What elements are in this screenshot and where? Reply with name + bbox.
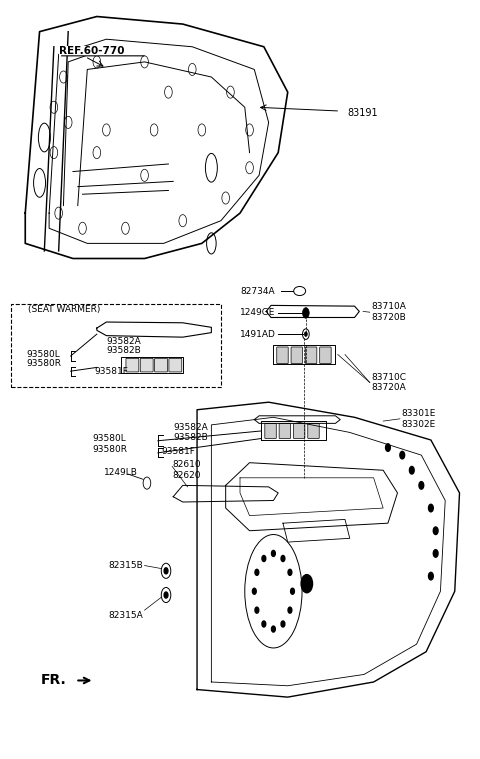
Circle shape — [433, 527, 438, 534]
FancyBboxPatch shape — [155, 358, 168, 372]
Circle shape — [281, 621, 285, 627]
Circle shape — [400, 452, 405, 459]
FancyBboxPatch shape — [291, 347, 302, 364]
Circle shape — [429, 504, 433, 512]
Circle shape — [262, 556, 266, 562]
Text: 83720B: 83720B — [371, 313, 406, 322]
Circle shape — [164, 592, 168, 598]
Text: 93582B: 93582B — [173, 433, 208, 442]
Circle shape — [304, 332, 307, 336]
Circle shape — [164, 568, 168, 574]
Text: 93580L: 93580L — [92, 434, 126, 443]
Text: 93581F: 93581F — [161, 447, 195, 456]
FancyBboxPatch shape — [279, 424, 290, 439]
Text: FR.: FR. — [40, 673, 66, 688]
Circle shape — [281, 556, 285, 562]
Text: 83710C: 83710C — [371, 373, 406, 382]
Circle shape — [433, 550, 438, 557]
Text: 93582A: 93582A — [173, 423, 208, 432]
Circle shape — [255, 569, 259, 575]
Text: 83191: 83191 — [348, 109, 378, 118]
Circle shape — [288, 607, 292, 613]
Text: 82620: 82620 — [172, 471, 201, 480]
Text: 82610: 82610 — [172, 461, 201, 470]
Text: 93580R: 93580R — [26, 359, 61, 368]
Text: 82315B: 82315B — [109, 561, 144, 570]
Text: 83302E: 83302E — [401, 420, 435, 429]
FancyBboxPatch shape — [293, 424, 305, 439]
Circle shape — [301, 575, 312, 593]
Text: 93582A: 93582A — [107, 337, 141, 346]
Circle shape — [262, 621, 266, 627]
Circle shape — [419, 482, 424, 489]
Text: 93581F: 93581F — [95, 367, 128, 376]
Text: REF.60-770: REF.60-770 — [59, 46, 124, 55]
Text: 83710A: 83710A — [371, 302, 406, 311]
Text: 82734A: 82734A — [240, 286, 275, 295]
FancyBboxPatch shape — [320, 347, 331, 364]
Text: 93580L: 93580L — [26, 350, 60, 359]
Circle shape — [255, 607, 259, 613]
Circle shape — [272, 550, 276, 556]
Text: 93582B: 93582B — [107, 346, 141, 355]
Circle shape — [288, 569, 292, 575]
FancyBboxPatch shape — [126, 358, 139, 372]
Circle shape — [252, 588, 256, 594]
Text: 1249GE: 1249GE — [240, 308, 276, 317]
Text: 82315A: 82315A — [109, 611, 144, 620]
FancyBboxPatch shape — [140, 358, 153, 372]
Circle shape — [290, 588, 294, 594]
FancyBboxPatch shape — [305, 347, 317, 364]
FancyBboxPatch shape — [169, 358, 182, 372]
FancyBboxPatch shape — [265, 424, 276, 439]
Circle shape — [429, 572, 433, 580]
FancyBboxPatch shape — [11, 304, 221, 387]
Text: 83720A: 83720A — [371, 383, 406, 392]
Circle shape — [409, 467, 414, 474]
FancyBboxPatch shape — [277, 347, 288, 364]
Text: (SEAT WARMER): (SEAT WARMER) — [28, 304, 100, 313]
Circle shape — [272, 626, 276, 632]
Text: 1249LB: 1249LB — [104, 468, 138, 477]
Text: 93580R: 93580R — [92, 445, 127, 454]
FancyBboxPatch shape — [308, 424, 319, 439]
Circle shape — [385, 444, 390, 452]
Circle shape — [302, 307, 309, 318]
Text: 1491AD: 1491AD — [240, 329, 276, 339]
Text: 83301E: 83301E — [401, 409, 436, 418]
